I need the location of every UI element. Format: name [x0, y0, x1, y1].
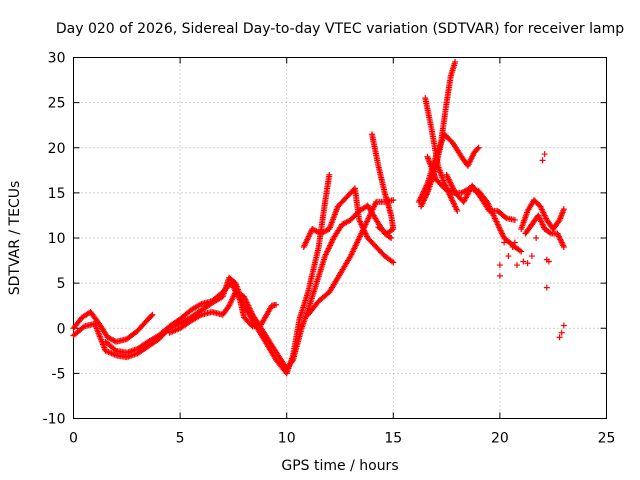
axis-ticks: 0 5 10 15 20 25 -10 -5 0 5 10 15 20 25 30: [43, 51, 616, 447]
data-point: [474, 145, 481, 152]
grid: [73, 57, 607, 419]
data-point: [496, 262, 503, 269]
data-point: [560, 206, 567, 213]
series-track-n: [522, 212, 567, 251]
y-tick-label: 15: [48, 186, 66, 202]
series-track-g: [368, 131, 397, 237]
data-point: [390, 259, 397, 266]
data-point: [533, 235, 540, 241]
data-point: [511, 239, 518, 246]
series-scatter: [496, 151, 567, 341]
data-point: [545, 258, 552, 265]
y-tick-label: -5: [52, 366, 66, 382]
x-tick-label: 15: [384, 431, 402, 447]
data-point: [560, 244, 567, 251]
data-point: [148, 312, 155, 319]
data-point: [546, 229, 553, 236]
y-axis-label: SDTVAR / TECUs: [7, 181, 23, 296]
y-tick-label: 20: [48, 141, 66, 157]
data-point: [520, 258, 527, 265]
data-point: [452, 59, 459, 66]
data-point: [556, 334, 563, 341]
data-point: [509, 244, 516, 251]
x-tick-label: 0: [69, 431, 78, 447]
data-point: [539, 157, 546, 164]
data-point: [513, 262, 520, 269]
series-track-a: [70, 309, 156, 345]
data-point: [289, 358, 296, 365]
data-point: [501, 239, 508, 246]
y-tick-label: 0: [57, 321, 66, 337]
data-point: [496, 272, 503, 279]
data-point: [388, 235, 395, 241]
y-tick-label: 5: [57, 276, 66, 292]
series-track-f: [305, 197, 397, 318]
data-point: [541, 151, 548, 158]
data-point: [454, 207, 461, 214]
x-tick-label: 10: [278, 431, 296, 447]
data-point: [475, 144, 482, 151]
y-tick-label: 30: [48, 51, 66, 67]
data-point: [543, 284, 550, 291]
y-tick-label: 25: [48, 96, 66, 112]
data-point: [524, 260, 531, 267]
x-tick-label: 5: [176, 431, 185, 447]
y-tick-label: 10: [48, 231, 66, 247]
series-track-e: [300, 185, 397, 266]
x-axis-label: GPS time / hours: [281, 458, 398, 474]
data-point: [111, 346, 118, 353]
data-point: [273, 301, 280, 308]
data-point: [518, 248, 525, 255]
data-point: [375, 224, 382, 231]
y-tick-label: -10: [43, 412, 66, 428]
data-point: [149, 311, 156, 318]
series-track-j: [415, 131, 482, 205]
data-point: [502, 214, 509, 221]
data-point: [326, 171, 333, 178]
series-track-m: [518, 197, 567, 232]
data-marks: [70, 59, 567, 377]
data-point: [386, 234, 393, 241]
data-point: [390, 197, 397, 204]
data-point: [505, 253, 512, 260]
data-point: [528, 253, 535, 260]
x-tick-label: 20: [491, 431, 509, 447]
data-point: [511, 216, 518, 223]
series-track-l: [443, 171, 518, 223]
x-tick-label: 25: [598, 431, 616, 447]
plot-frame: [73, 57, 607, 419]
chart-title: Day 020 of 2026, Sidereal Day-to-day VTE…: [56, 21, 624, 37]
data-point: [560, 322, 567, 329]
data-point: [558, 329, 565, 336]
